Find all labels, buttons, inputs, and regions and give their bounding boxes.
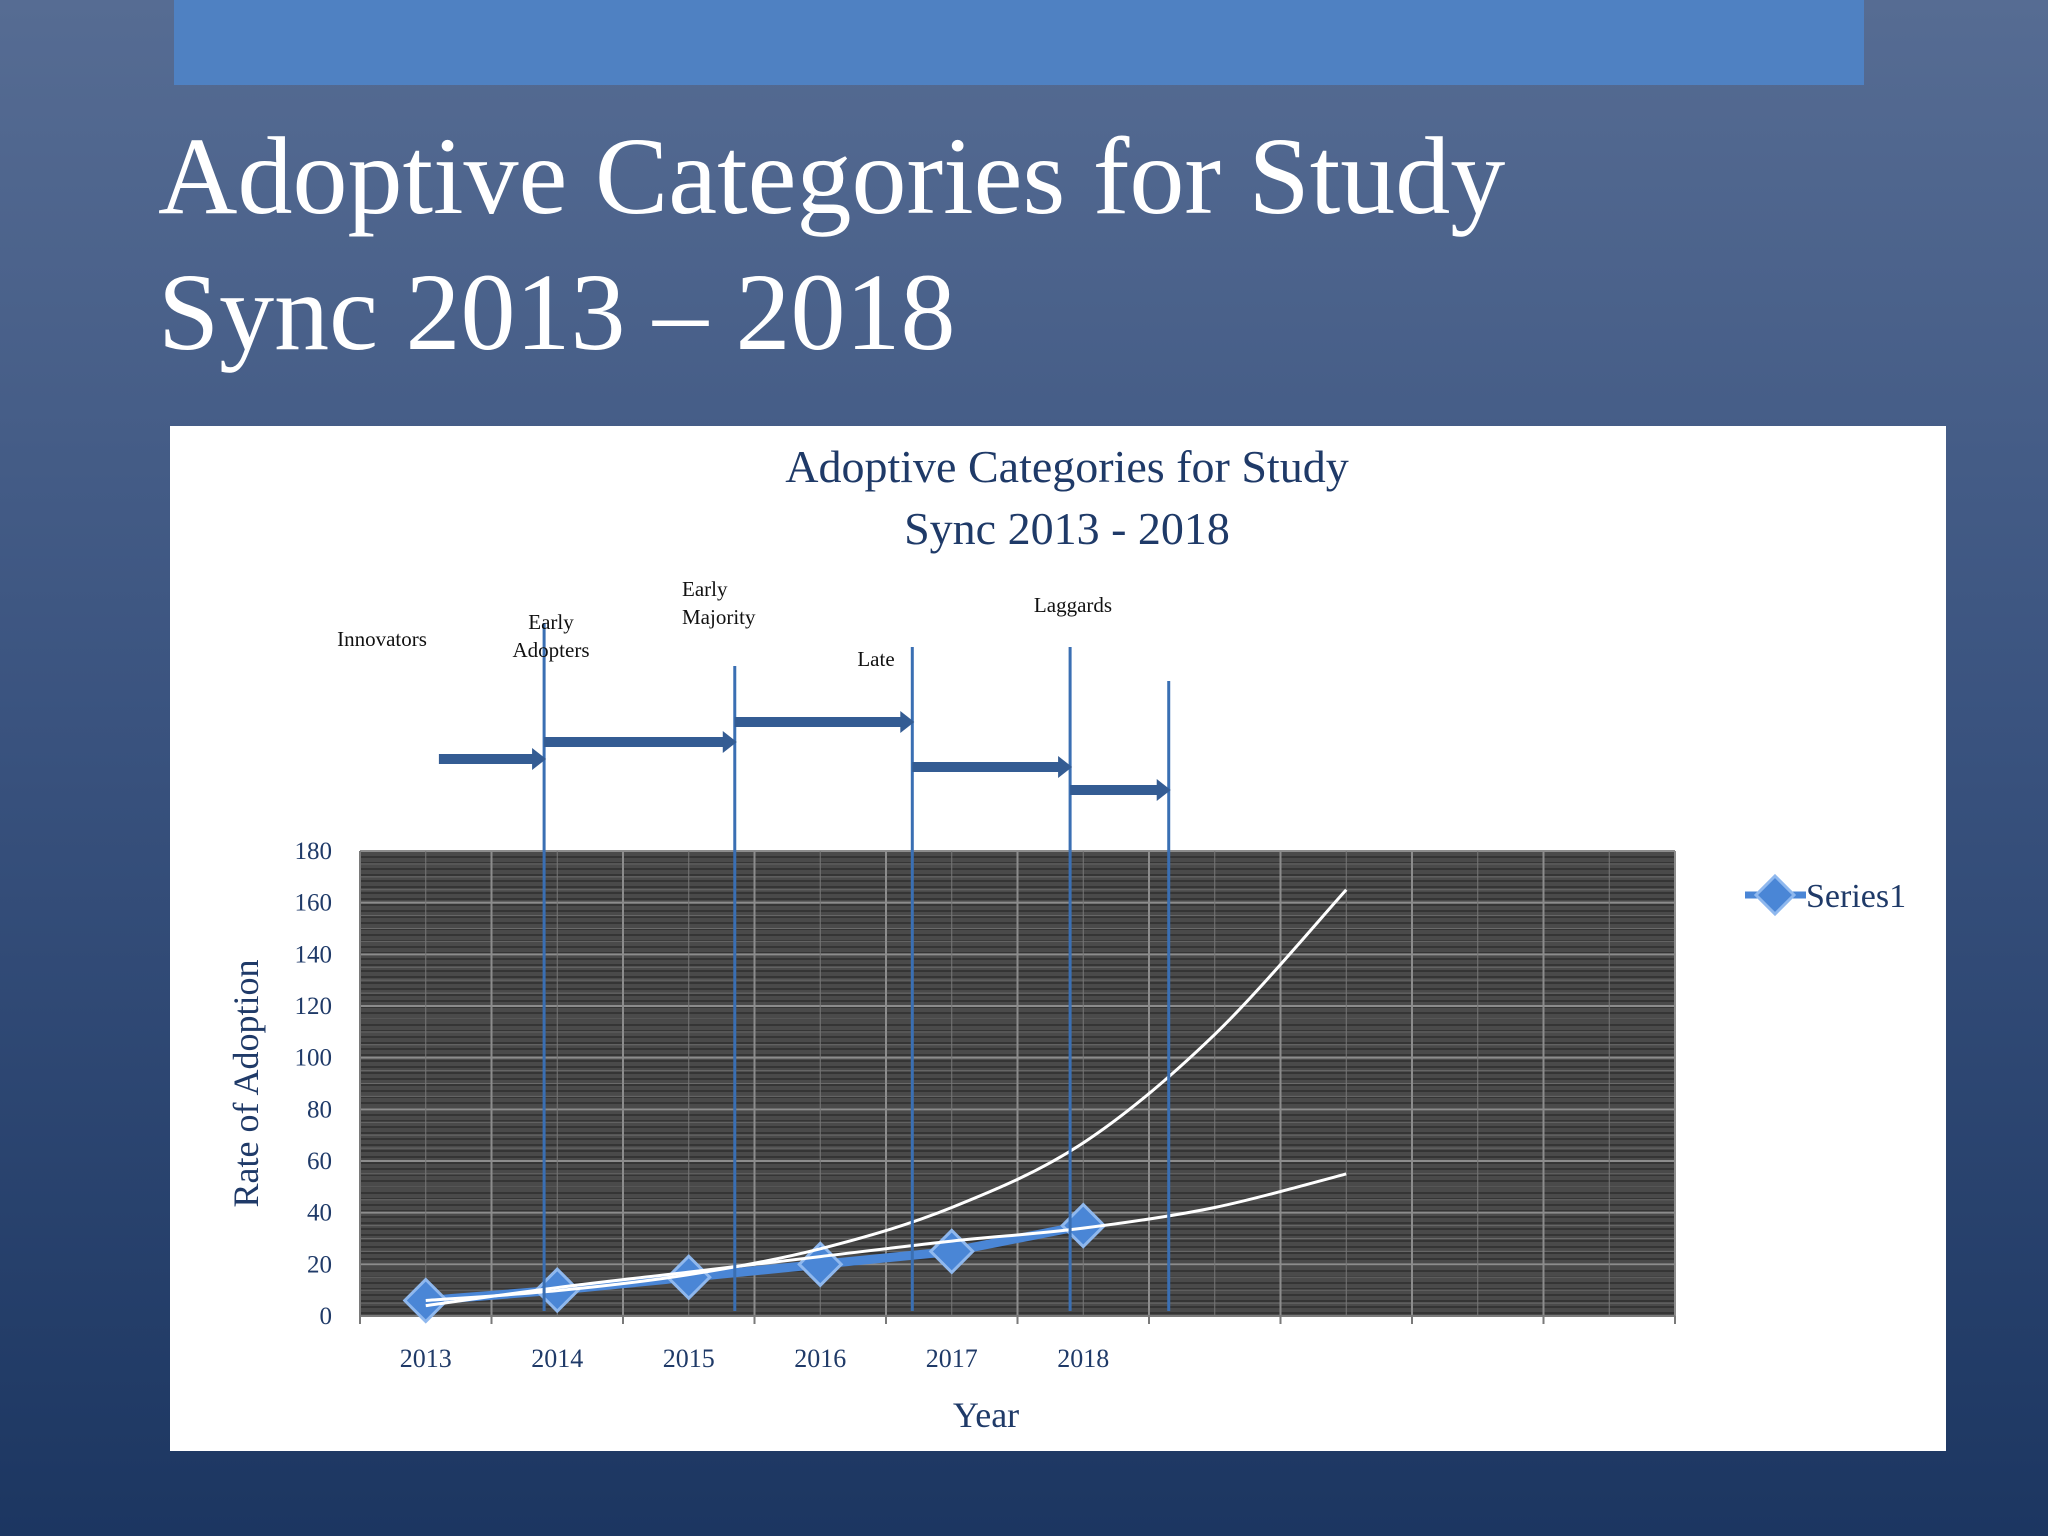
x-tick-label: 2013 [400, 1344, 452, 1373]
category-label: Adopters [513, 638, 590, 662]
y-tick-label: 60 [307, 1148, 332, 1175]
x-tick-label: 2016 [794, 1344, 846, 1373]
slide-accent-bar [174, 0, 1864, 85]
category-arrow-head [1058, 756, 1073, 778]
category-arrow-head [1156, 779, 1171, 801]
y-tick-label: 180 [295, 838, 333, 865]
category-arrow-head [532, 748, 547, 770]
adoption-chart: 0 20 40 60 80 100 120 140 160 180 2013 2014 2015 2016… [226, 441, 1906, 1435]
y-tick-label: 0 [320, 1303, 333, 1330]
y-tick-label: 160 [295, 890, 333, 917]
y-tick-label: 80 [307, 1096, 332, 1123]
category-label: Early [682, 577, 728, 601]
slide-title: Adoptive Categories for Study Sync 2013 … [158, 108, 1505, 380]
chart-title-line-1: Adoptive Categories for Study [785, 441, 1348, 492]
category-arrow-shaft [734, 717, 903, 727]
gridlines [359, 850, 1676, 1317]
chart-panel: 0 20 40 60 80 100 120 140 160 180 2013 2014 2015 2016… [170, 426, 1946, 1451]
trendline-linear [425, 1172, 1347, 1308]
x-tick-label: 2017 [926, 1344, 978, 1373]
y-tick-label: 100 [295, 1045, 333, 1072]
category-label: Majority [682, 605, 756, 629]
y-tick-label: 140 [295, 941, 333, 968]
category-arrow-shaft [1070, 785, 1159, 795]
legend-marker [1753, 873, 1797, 917]
category-arrow-head [722, 731, 737, 753]
slide-title-line-2: Sync 2013 – 2018 [158, 251, 956, 373]
adoption-categories: Innovators Early Adopters Early Majority Late… [337, 577, 1171, 1311]
chart-title-line-2: Sync 2013 - 2018 [904, 503, 1230, 554]
y-axis-title: Rate of Adoption [226, 960, 266, 1208]
legend: Series1 [1745, 873, 1906, 917]
category-arrow-shaft [438, 754, 535, 764]
category-arrow-head [900, 711, 915, 733]
slide-title-line-1: Adoptive Categories for Study [158, 115, 1506, 237]
category-label: Laggards [1034, 593, 1112, 617]
x-tick-label: 2018 [1057, 1344, 1109, 1373]
category-label: Innovators [337, 627, 427, 651]
y-tick-label: 20 [307, 1251, 332, 1278]
x-tick-label: 2015 [663, 1344, 715, 1373]
category-arrow-shaft [912, 762, 1061, 772]
legend-label: Series1 [1806, 878, 1906, 915]
x-tick-label: 2014 [531, 1344, 583, 1373]
x-axis-title: Year [953, 1395, 1019, 1435]
category-label: Late [857, 647, 894, 671]
category-label: Early [528, 610, 574, 634]
y-tick-label: 120 [295, 993, 333, 1020]
category-arrow-shaft [544, 737, 725, 747]
y-tick-label: 40 [307, 1200, 332, 1227]
